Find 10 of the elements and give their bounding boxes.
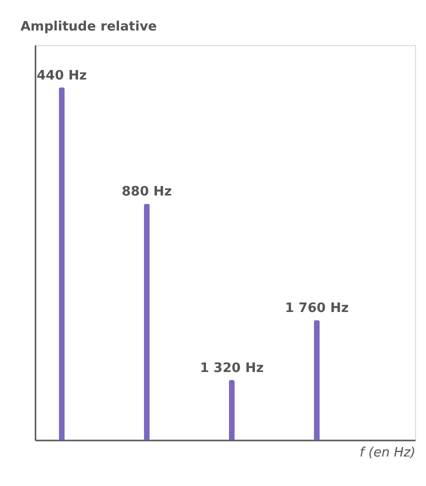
x-axis-title: f (en Hz) xyxy=(360,446,416,460)
x-tick-label: 440 Hz xyxy=(36,68,87,84)
bar xyxy=(58,87,65,440)
x-tick-label: 1 760 Hz xyxy=(284,301,349,316)
x-tick-label: 1 320 Hz xyxy=(200,361,264,376)
bar xyxy=(144,204,150,440)
bar xyxy=(228,380,235,440)
bar xyxy=(314,320,320,440)
y-axis-title: Amplitude relative xyxy=(20,20,158,34)
x-tick-label: 880 Hz xyxy=(122,184,172,200)
